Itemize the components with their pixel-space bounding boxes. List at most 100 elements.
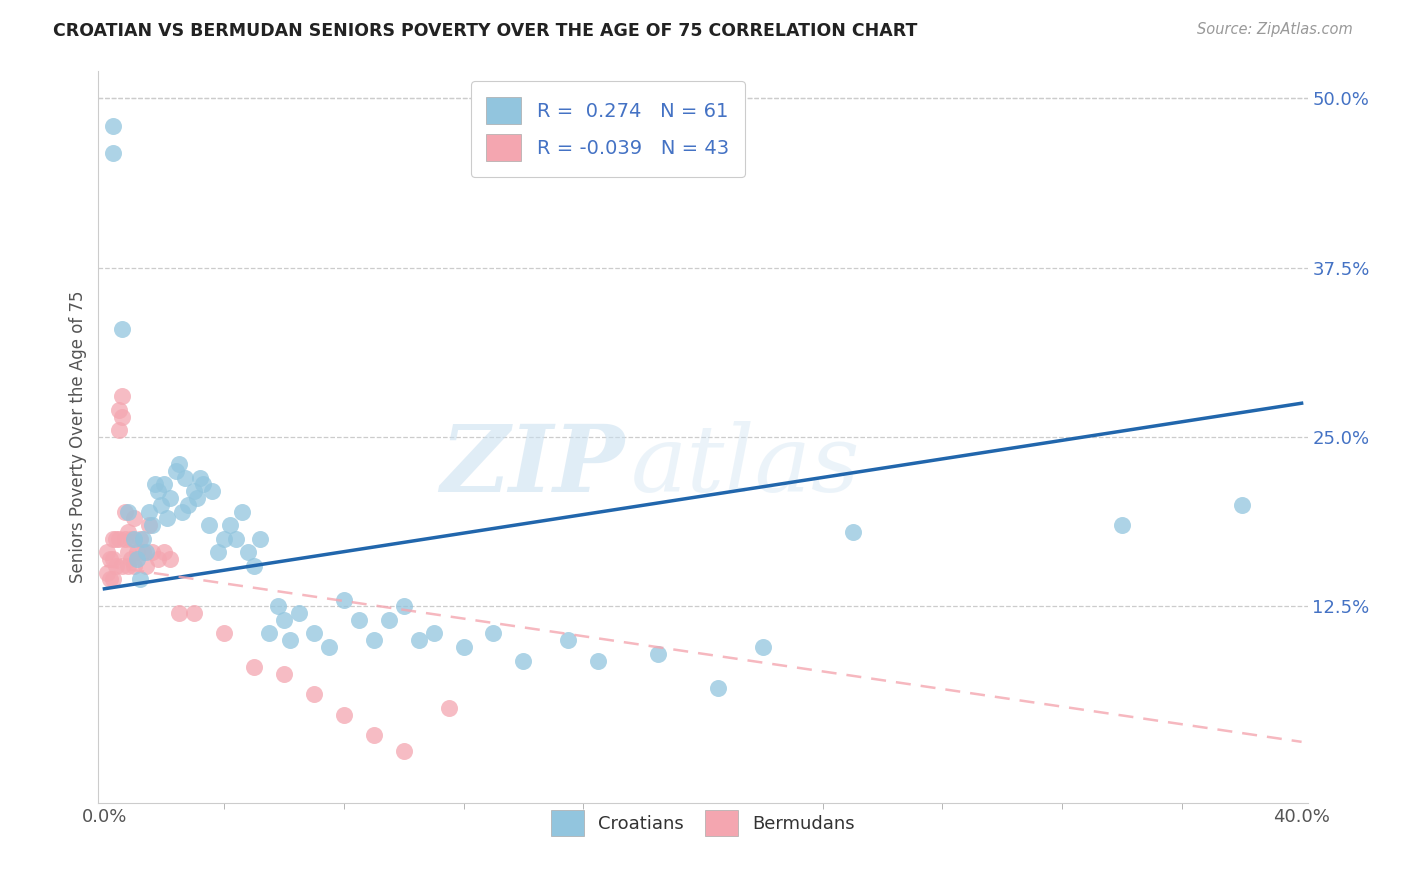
Point — [103, 552, 125, 566]
Point — [422, 626, 444, 640]
Point — [132, 545, 155, 559]
Point — [129, 532, 152, 546]
Text: Source: ZipAtlas.com: Source: ZipAtlas.com — [1197, 22, 1353, 37]
Point — [183, 606, 205, 620]
Point — [127, 545, 149, 559]
Point — [138, 505, 160, 519]
Point — [302, 626, 325, 640]
Point — [302, 688, 325, 702]
Point — [105, 558, 128, 573]
Point — [150, 498, 173, 512]
Point — [453, 640, 475, 654]
Point — [129, 572, 152, 586]
Point — [117, 545, 139, 559]
Point — [219, 518, 242, 533]
Point — [188, 471, 211, 485]
Point — [127, 552, 149, 566]
Point — [108, 423, 131, 437]
Point — [225, 532, 247, 546]
Point — [143, 477, 166, 491]
Point — [243, 660, 266, 674]
Point — [124, 532, 146, 546]
Point — [138, 518, 160, 533]
Point — [392, 744, 415, 758]
Point — [186, 491, 208, 505]
Point — [103, 119, 125, 133]
Point — [363, 633, 385, 648]
Point — [117, 558, 139, 573]
Point — [167, 606, 190, 620]
Point — [135, 558, 157, 573]
Point — [156, 511, 179, 525]
Point — [105, 532, 128, 546]
Point — [273, 667, 295, 681]
Point — [124, 558, 146, 573]
Point — [333, 707, 356, 722]
Point — [165, 464, 187, 478]
Point — [437, 701, 460, 715]
Point — [167, 457, 190, 471]
Point — [111, 322, 134, 336]
Point — [212, 532, 235, 546]
Text: ZIP: ZIP — [440, 421, 624, 511]
Point — [159, 552, 181, 566]
Point — [1111, 518, 1133, 533]
Point — [132, 532, 155, 546]
Point — [333, 592, 356, 607]
Point — [278, 633, 301, 648]
Point — [647, 647, 669, 661]
Point — [707, 681, 730, 695]
Point — [100, 552, 122, 566]
Text: CROATIAN VS BERMUDAN SENIORS POVERTY OVER THE AGE OF 75 CORRELATION CHART: CROATIAN VS BERMUDAN SENIORS POVERTY OVE… — [53, 22, 918, 40]
Point — [96, 545, 118, 559]
Point — [207, 545, 229, 559]
Point — [120, 552, 142, 566]
Point — [114, 505, 136, 519]
Point — [111, 558, 134, 573]
Y-axis label: Seniors Poverty Over the Age of 75: Seniors Poverty Over the Age of 75 — [69, 291, 87, 583]
Point — [841, 524, 863, 539]
Point — [148, 484, 170, 499]
Point — [288, 606, 311, 620]
Point — [557, 633, 579, 648]
Point — [752, 640, 775, 654]
Point — [114, 532, 136, 546]
Point — [117, 524, 139, 539]
Point — [103, 145, 125, 160]
Point — [512, 654, 534, 668]
Point — [318, 640, 340, 654]
Point — [174, 471, 197, 485]
Point — [117, 505, 139, 519]
Point — [363, 728, 385, 742]
Point — [183, 484, 205, 499]
Point — [482, 626, 505, 640]
Point — [243, 558, 266, 573]
Point — [193, 477, 215, 491]
Point — [108, 403, 131, 417]
Point — [153, 545, 176, 559]
Point — [148, 552, 170, 566]
Point — [1230, 498, 1253, 512]
Point — [124, 511, 146, 525]
Point — [111, 409, 134, 424]
Point — [120, 532, 142, 546]
Text: atlas: atlas — [630, 421, 860, 511]
Point — [111, 389, 134, 403]
Point — [135, 545, 157, 559]
Point — [201, 484, 224, 499]
Point — [212, 626, 235, 640]
Point — [141, 518, 163, 533]
Point — [392, 599, 415, 614]
Point — [103, 572, 125, 586]
Point — [153, 477, 176, 491]
Point — [249, 532, 271, 546]
Point — [100, 572, 122, 586]
Point — [159, 491, 181, 505]
Point — [108, 532, 131, 546]
Legend: Croatians, Bermudans: Croatians, Bermudans — [538, 797, 868, 848]
Point — [347, 613, 370, 627]
Point — [177, 498, 200, 512]
Point — [267, 599, 290, 614]
Point — [273, 613, 295, 627]
Point — [408, 633, 430, 648]
